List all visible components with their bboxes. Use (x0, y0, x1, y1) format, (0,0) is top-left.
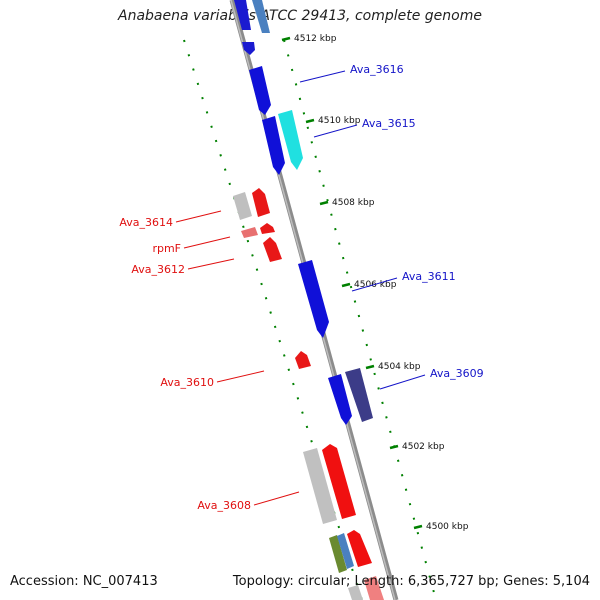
gene-label-reverse[interactable]: Ava_3610 (160, 376, 214, 389)
gene-block-forward-top (234, 0, 251, 30)
gene-label-forward[interactable]: Ava_3615 (362, 117, 416, 130)
gene-leader-line (351, 277, 398, 292)
kbp-tick-mark (389, 444, 399, 450)
kbp-tick-mark (305, 118, 315, 124)
kbp-tick-label: 4506 kbp (354, 280, 397, 290)
gene-ava-3609-blue (328, 374, 352, 425)
gene-leader-line (183, 236, 231, 249)
gene-leader-line (299, 70, 346, 83)
accession-text: Accession: NC_007413 (10, 574, 158, 589)
gene-rpmf-pink (241, 227, 258, 238)
kbp-tick-mark (319, 200, 329, 206)
kbp-tick-mark (365, 364, 375, 370)
gene-label-forward[interactable]: Ava_3611 (402, 270, 456, 283)
gene-label-reverse[interactable]: Ava_3614 (119, 216, 173, 229)
gene-ava-3615-blue (262, 116, 285, 175)
gene-label-forward[interactable]: Ava_3609 (430, 367, 484, 380)
gene-label-reverse[interactable]: rpmF (152, 242, 181, 255)
kbp-tick-mark (341, 282, 351, 288)
kbp-tick-label: 4512 kbp (294, 34, 337, 44)
gene-rpmf (260, 223, 275, 234)
kbp-tick-mark (281, 36, 291, 42)
kbp-tick-group: 4512 kbp 4510 kbp 4508 kbp 4506 kbp 4504 kbp… (281, 34, 469, 532)
gene-block-forward-top-2 (252, 0, 270, 33)
gene-label-forward[interactable]: Ava_3616 (350, 63, 404, 76)
kbp-tick-mark (413, 524, 423, 530)
gene-block-grey-bottom (348, 585, 363, 600)
gene-block-blue-small (337, 533, 354, 569)
gene-ava-3608-grey (303, 448, 337, 524)
genome-summary-text: Topology: circular; Length: 6,365,727 bp… (232, 574, 590, 589)
gene-leader-line (187, 258, 235, 270)
kbp-tick-label: 4504 kbp (378, 362, 421, 372)
gene-label-group: Ava_3616 Ava_3615 Ava_3611 Ava_3609 Ava_3614… (119, 63, 483, 512)
gene-arrow-forward-top (242, 42, 255, 55)
gene-label-reverse[interactable]: Ava_3612 (131, 263, 185, 276)
gene-block-green (329, 535, 347, 573)
gene-ava-3610 (295, 351, 311, 369)
gene-ava-3612 (263, 237, 282, 262)
gene-ava-3614 (252, 188, 270, 217)
gene-ava-3608 (322, 444, 356, 519)
gene-leader-line (253, 491, 300, 506)
gene-block-red-bottom (347, 530, 372, 567)
gene-leader-line (175, 210, 222, 223)
kbp-tick-label: 4508 kbp (332, 198, 375, 208)
gene-leader-line (313, 124, 358, 138)
gene-ava-3615-cyan (278, 110, 303, 170)
kbp-tick-label: 4502 kbp (402, 442, 445, 452)
gene-block-pink-bottom (364, 576, 384, 600)
gene-ava-3611 (298, 260, 329, 338)
gene-ava-3614-grey (233, 192, 252, 220)
kbp-tick-label: 4500 kbp (426, 522, 469, 532)
gene-ava-3609-purple (345, 368, 373, 422)
gene-label-reverse[interactable]: Ava_3608 (197, 499, 251, 512)
gene-ava-3616 (249, 66, 271, 115)
map-title: Anabaena variabilis ATCC 29413, complete… (118, 8, 482, 24)
gene-leader-line (216, 370, 265, 383)
kbp-tick-label: 4510 kbp (318, 116, 361, 126)
gene-leader-line (379, 374, 426, 390)
